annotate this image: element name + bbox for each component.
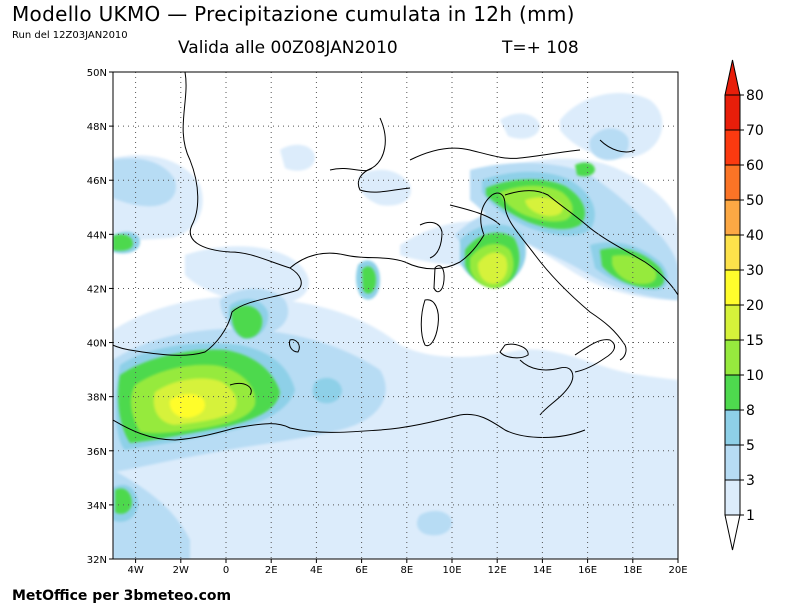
colorbar-labels: 1 3 5 8 10 15 20 30 40 50 60 70 80 [740, 88, 764, 524]
lat-tick-label: 40N [87, 339, 107, 350]
colorbar-box [724, 374, 741, 411]
lon-tick-label: 4E [310, 565, 323, 576]
run-info: Run del 12Z03JAN2010 [12, 30, 128, 41]
colorbar-level-label: 15 [746, 333, 764, 349]
forecast-lead-time: T=+ 108 [502, 38, 579, 58]
coastlines [113, 72, 678, 441]
lat-tick-label: 34N [87, 501, 107, 512]
lon-tick-label: 4W [127, 565, 143, 576]
colorbar-box [724, 304, 741, 341]
lon-tick-label: 2E [265, 565, 278, 576]
colorbar-boxes [724, 59, 741, 551]
colorbar-level-label: 50 [746, 193, 764, 209]
valid-time: Valida alle 00Z08JAN2010 [178, 38, 398, 58]
lon-tick-label: 16E [578, 565, 597, 576]
chart-title: Modello UKMO — Precipitazione cumulata i… [12, 2, 575, 26]
lon-tick-label: 20E [668, 565, 687, 576]
lon-tick-label: 18E [623, 565, 642, 576]
colorbar-level-label: 60 [746, 158, 764, 174]
credit-text: MetOffice per 3bmeteo.com [12, 588, 232, 604]
precip-field [113, 72, 678, 559]
plot-frame [112, 71, 679, 560]
precip-band-30-40 [169, 394, 206, 418]
colorbar-box [724, 129, 741, 166]
lon-tick-label: 14E [533, 565, 552, 576]
lat-tick-label: 50N [87, 68, 107, 79]
colorbar-level-label: 5 [746, 438, 755, 454]
colorbar-level-label: 40 [746, 228, 764, 244]
colorbar-level-label: 20 [746, 298, 764, 314]
colorbar-level-label: 3 [746, 473, 755, 489]
lat-tick-label: 38N [87, 393, 107, 404]
lat-tick-label: 36N [87, 447, 107, 458]
colorbar-level-label: 30 [746, 263, 764, 279]
colorbar-min-arrow [724, 514, 741, 551]
lon-tick-label: 6E [355, 565, 368, 576]
lat-tick-label: 48N [87, 122, 107, 133]
colorbar-box [724, 234, 741, 271]
longitude-axis: 4W 2W 0 2E 4E 6E 8E 10E 12E 14E 16E 18E 20E [127, 559, 688, 576]
lat-tick-label: 42N [87, 284, 107, 295]
lat-tick-label: 44N [87, 230, 107, 241]
lon-tick-label: 0 [223, 565, 229, 576]
colorbar-level-label: 8 [746, 403, 755, 419]
lon-tick-label: 12E [488, 565, 507, 576]
lon-tick-label: 2W [173, 565, 189, 576]
colorbar-level-label: 80 [746, 88, 764, 104]
colorbar-max-arrow [724, 59, 741, 96]
colorbar-level-label: 10 [746, 368, 764, 384]
colorbar-box [724, 269, 741, 306]
colorbar-box [724, 339, 741, 376]
grid-lines [113, 72, 678, 559]
lat-tick-label: 32N [87, 555, 107, 566]
colorbar-level-label: 70 [746, 123, 764, 139]
colorbar-box [724, 94, 741, 131]
lon-tick-label: 10E [442, 565, 461, 576]
colorbar-box [724, 409, 741, 446]
colorbar-level-label: 1 [746, 508, 755, 524]
lon-tick-label: 8E [400, 565, 413, 576]
colorbar-box [724, 479, 741, 516]
colorbar-box [724, 199, 741, 236]
colorbar-box [724, 164, 741, 201]
latitude-axis: 50N 48N 46N 44N 42N 40N 38N 36N 34N 32N [87, 68, 113, 566]
lat-tick-label: 46N [87, 176, 107, 187]
colorbar-box [724, 444, 741, 481]
